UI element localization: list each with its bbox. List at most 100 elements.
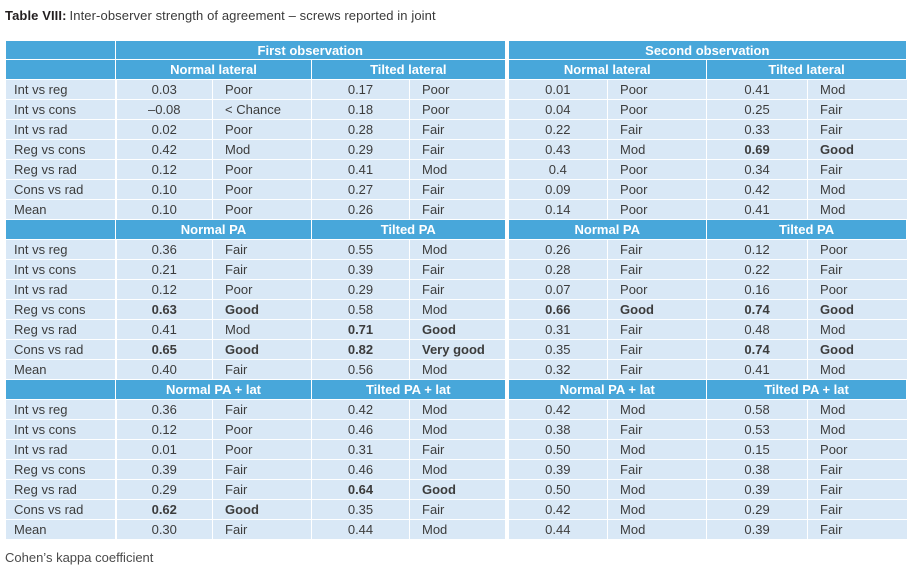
- agreement-rating: Fair: [408, 139, 507, 160]
- agreement-rating: Fair: [607, 239, 707, 260]
- kappa-value: 0.36: [115, 239, 213, 260]
- agreement-rating: Fair: [607, 119, 707, 140]
- kappa-value: 0.29: [115, 479, 213, 500]
- kappa-value: 0.58: [311, 299, 410, 320]
- subgroup-header: Normal PA + lat: [115, 379, 312, 400]
- table-row: Reg vs rad 0.29 Fair 0.64 Good 0.50 Mod 0.39 Fai…: [5, 479, 907, 500]
- row-label: Int vs reg: [5, 79, 117, 100]
- kappa-value: 0.82: [311, 339, 410, 360]
- subgroup-header: Tilted lateral: [706, 59, 908, 80]
- agreement-rating: Fair: [408, 179, 507, 200]
- agreement-rating: Mod: [607, 499, 707, 520]
- kappa-value: 0.17: [311, 79, 410, 100]
- table-row: Int vs cons –0.08 < Chance 0.18 Poor 0.04 Poor…: [5, 99, 907, 120]
- agreement-rating: Poor: [607, 199, 707, 220]
- row-label: Int vs cons: [5, 259, 117, 280]
- kappa-value: 0.01: [115, 439, 213, 460]
- table-row: Int vs reg 0.03 Poor 0.17 Poor 0.01 Poor 0.41 Mo…: [5, 79, 907, 100]
- agreement-rating: Poor: [607, 179, 707, 200]
- kappa-value: 0.41: [706, 79, 808, 100]
- table-title-text: Inter-observer strength of agreement – s…: [69, 8, 436, 23]
- kappa-value: 0.44: [504, 519, 608, 540]
- kappa-value: 0.69: [706, 139, 808, 160]
- kappa-value: 0.42: [504, 399, 608, 420]
- agreement-rating: Good: [408, 319, 507, 340]
- kappa-value: 0.26: [311, 199, 410, 220]
- kappa-value: 0.25: [706, 99, 808, 120]
- table-footnote: Cohen’s kappa coefficient: [5, 550, 154, 565]
- agreement-rating: Mod: [607, 399, 707, 420]
- row-label: Reg vs cons: [5, 459, 117, 480]
- agreement-rating: Mod: [607, 519, 707, 540]
- kappa-value: 0.39: [115, 459, 213, 480]
- kappa-value: 0.12: [115, 279, 213, 300]
- kappa-value: 0.65: [115, 339, 213, 360]
- table-row: Reg vs cons 0.42 Mod 0.29 Fair 0.43 Mod 0.69 Goo…: [5, 139, 907, 160]
- agreement-rating: Mod: [212, 319, 312, 340]
- agreement-rating: Poor: [408, 79, 507, 100]
- kappa-value: 0.12: [115, 419, 213, 440]
- table-row: Cons vs rad 0.10 Poor 0.27 Fair 0.09 Poor 0.42 M…: [5, 179, 907, 200]
- agreement-rating: Good: [408, 479, 507, 500]
- row-label: Mean: [5, 359, 117, 380]
- agreement-rating: Good: [212, 339, 312, 360]
- row-label: Int vs cons: [5, 99, 117, 120]
- table-row: Int vs rad 0.12 Poor 0.29 Fair 0.07 Poor 0.16 Po…: [5, 279, 907, 300]
- table-row: Mean 0.10 Poor 0.26 Fair 0.14 Poor 0.41 Mod: [5, 199, 907, 220]
- observation-header: Second observation: [504, 40, 908, 60]
- agreement-rating: Fair: [212, 259, 312, 280]
- row-label: Reg vs rad: [5, 159, 117, 180]
- row-label: Reg vs rad: [5, 319, 117, 340]
- kappa-value: 0.38: [706, 459, 808, 480]
- agreement-rating: Fair: [408, 259, 507, 280]
- kappa-value: 0.46: [311, 459, 410, 480]
- kappa-value: 0.34: [706, 159, 808, 180]
- kappa-value: 0.35: [504, 339, 608, 360]
- kappa-value: 0.07: [504, 279, 608, 300]
- agreement-rating: Mod: [408, 399, 507, 420]
- agreement-rating: Fair: [607, 459, 707, 480]
- row-label: Cons vs rad: [5, 339, 117, 360]
- kappa-value: 0.64: [311, 479, 410, 500]
- agreement-rating: Fair: [212, 479, 312, 500]
- subgroup-header: Normal lateral: [115, 59, 312, 80]
- agreement-rating: Mod: [408, 419, 507, 440]
- row-label: Reg vs cons: [5, 139, 117, 160]
- kappa-value: –0.08: [115, 99, 213, 120]
- kappa-value: 0.14: [504, 199, 608, 220]
- table-row: Int vs rad 0.02 Poor 0.28 Fair 0.22 Fair 0.33 Fa…: [5, 119, 907, 140]
- subgroup-header: Normal PA + lat: [504, 379, 708, 400]
- kappa-value: 0.22: [706, 259, 808, 280]
- kappa-value: 0.48: [706, 319, 808, 340]
- kappa-value: 0.12: [115, 159, 213, 180]
- agreement-rating: Good: [212, 499, 312, 520]
- kappa-value: 0.74: [706, 299, 808, 320]
- agreement-rating: Mod: [807, 359, 907, 380]
- kappa-value: 0.04: [504, 99, 608, 120]
- subgroup-header: Normal PA: [115, 219, 312, 240]
- agreement-rating: Fair: [408, 439, 507, 460]
- kappa-value: 0.29: [311, 279, 410, 300]
- row-label: Int vs cons: [5, 419, 117, 440]
- agreement-rating: Mod: [212, 139, 312, 160]
- subgroup-header-row: Normal lateral Tilted lateral Normal later…: [5, 59, 908, 80]
- table-row: Reg vs rad 0.41 Mod 0.71 Good 0.31 Fair 0.48 Mod: [5, 319, 907, 340]
- kappa-value: 0.31: [311, 439, 410, 460]
- agreement-rating: < Chance: [212, 99, 312, 120]
- agreement-table: First observation Second observation Norma…: [5, 40, 908, 540]
- agreement-rating: Mod: [807, 179, 907, 200]
- table-row: Mean 0.40 Fair 0.56 Mod 0.32 Fair 0.41 Mod: [5, 359, 907, 380]
- subgroup-header: Normal PA: [504, 219, 708, 240]
- subgroup-header-row: Normal PA + lat Tilted PA + lat Normal PA …: [5, 379, 908, 400]
- agreement-rating: Fair: [807, 99, 907, 120]
- agreement-rating: Fair: [807, 459, 907, 480]
- agreement-rating: Poor: [807, 439, 907, 460]
- subheader-blank-cell: [5, 379, 116, 400]
- table-row: Int vs rad 0.01 Poor 0.31 Fair 0.50 Mod 0.15 Poo…: [5, 439, 907, 460]
- row-label: Cons vs rad: [5, 499, 117, 520]
- agreement-rating: Fair: [408, 499, 507, 520]
- kappa-value: 0.39: [706, 519, 808, 540]
- agreement-rating: Poor: [212, 119, 312, 140]
- agreement-rating: Fair: [607, 359, 707, 380]
- kappa-value: 0.43: [504, 139, 608, 160]
